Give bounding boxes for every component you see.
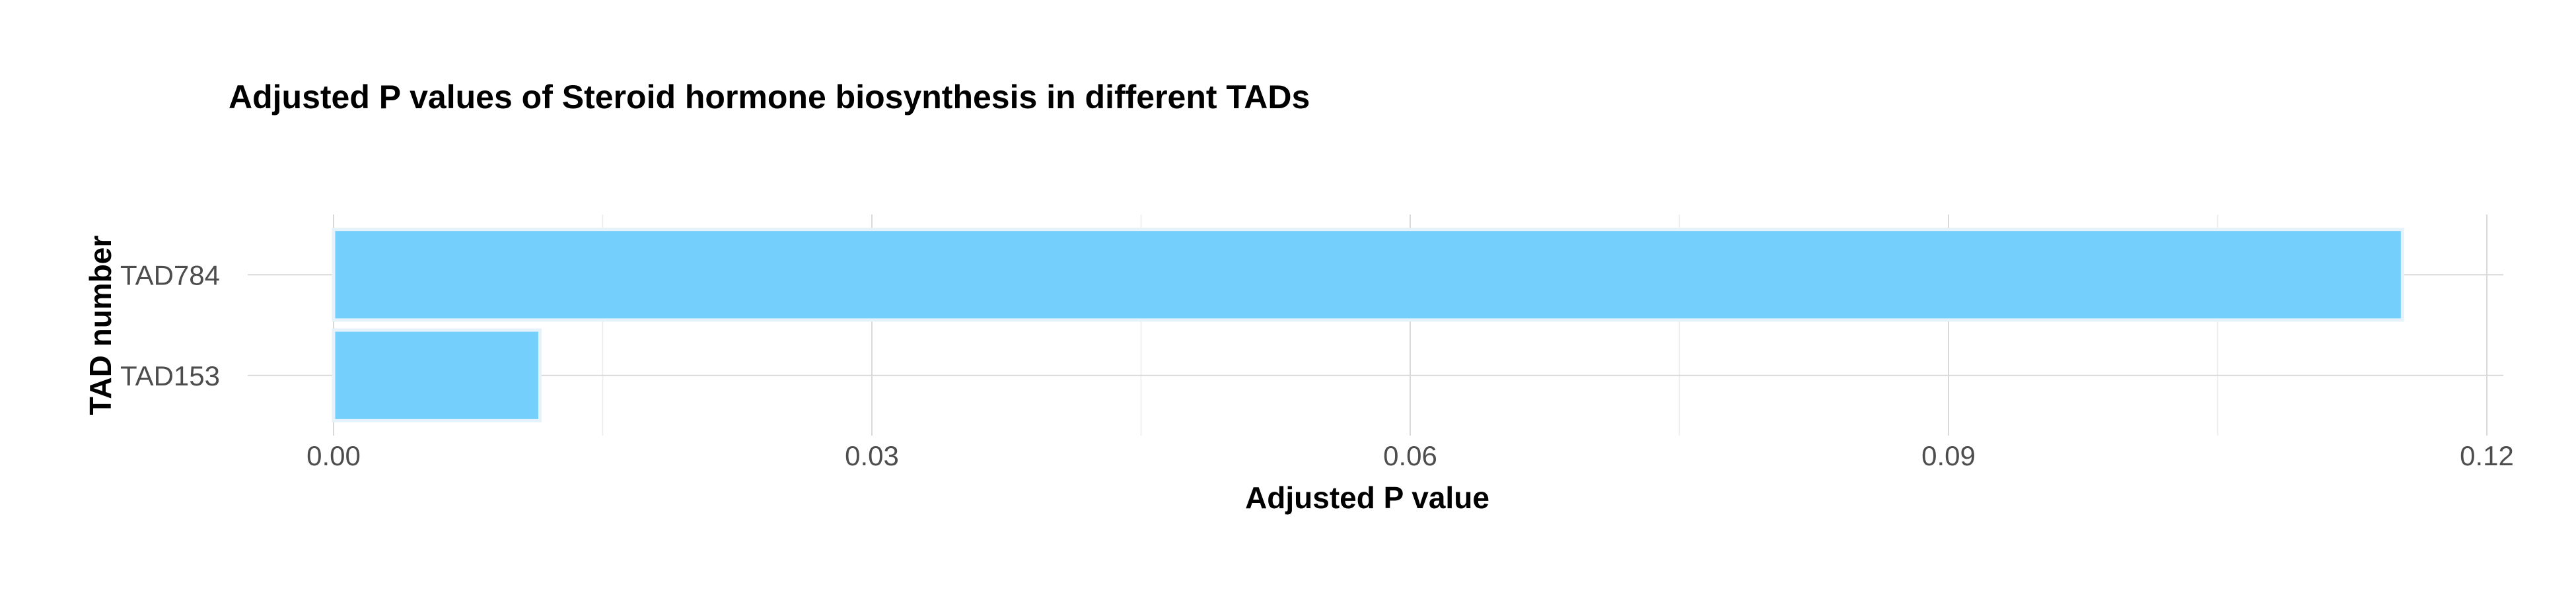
x-axis-ticks: 0.00 0.03 0.06 0.09 0.12: [306, 440, 2514, 471]
x-tick-label: 0.00: [306, 440, 361, 471]
bars: [332, 228, 2404, 422]
x-axis-title: Adjusted P value: [1245, 480, 1489, 515]
y-axis-title: TAD number: [83, 236, 118, 416]
chart-title: Adjusted P values of Steroid hormone bio…: [229, 79, 1310, 116]
x-tick-label: 0.03: [845, 440, 899, 471]
x-tick-label: 0.09: [1921, 440, 1976, 471]
x-tick-label: 0.12: [2460, 440, 2514, 471]
bar-tad784: [332, 228, 2404, 322]
y-tick-label: TAD153: [120, 360, 220, 391]
y-tick-label: TAD784: [120, 259, 220, 290]
y-axis-ticks: TAD784 TAD153: [120, 259, 220, 391]
x-tick-label: 0.06: [1383, 440, 1437, 471]
bar-tad153: [332, 328, 542, 422]
